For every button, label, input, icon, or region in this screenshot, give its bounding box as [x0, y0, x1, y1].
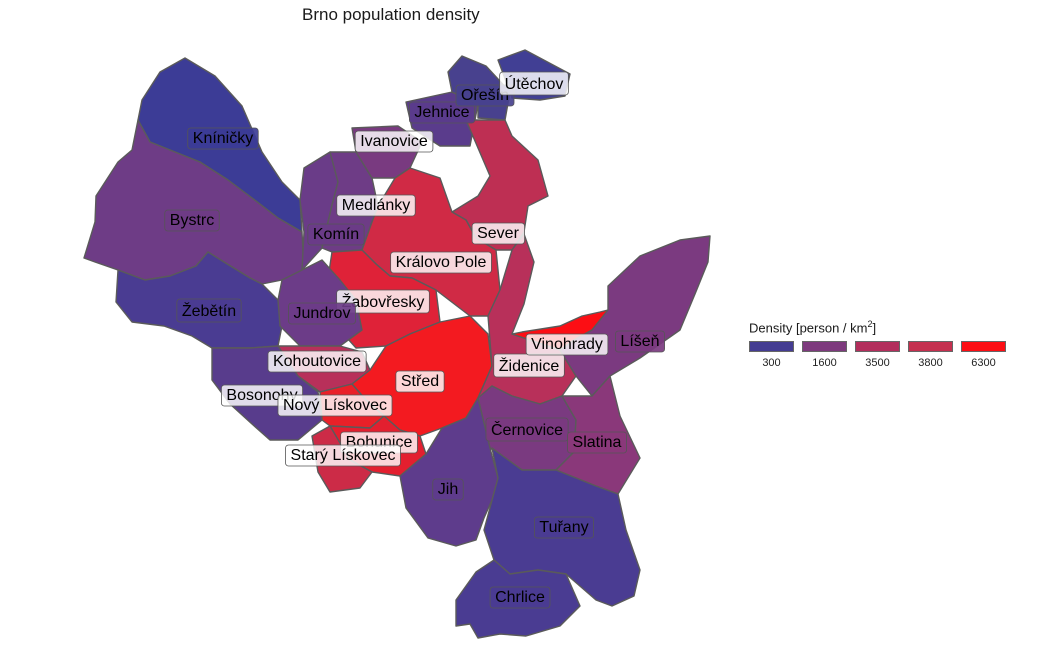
district-label-text: Nový Lískovec: [283, 397, 387, 414]
district-label: Útěchov: [499, 71, 569, 96]
district-label-text: Žabovřesky: [342, 292, 425, 311]
district-label: Bystrc: [164, 209, 220, 232]
district-label-box: [499, 71, 569, 96]
legend-title-prefix: Density [person / km: [749, 320, 868, 336]
district-label-text: Střed: [401, 373, 439, 390]
district-label-box: [525, 333, 609, 356]
district-label-box: [164, 209, 220, 232]
district-label: Černovice: [485, 417, 569, 442]
district-label: Nový Lískovec: [277, 394, 393, 417]
district-label-text: Chrlice: [495, 589, 545, 606]
district-label: Sever: [471, 222, 525, 245]
legend-label: 3800: [918, 357, 943, 370]
district-label-text: Tuřany: [539, 519, 588, 536]
district-label-text: Jundrov: [294, 305, 351, 322]
district-label: Židenice: [493, 353, 565, 378]
district-region: [399, 397, 499, 547]
district-label-text: Kníničky: [193, 130, 253, 147]
district-label-box: [307, 223, 365, 246]
district-label-text: Černovice: [491, 420, 563, 439]
district-label-box: [288, 302, 356, 325]
district-label-text: Líšeň: [620, 333, 659, 350]
district-label: Jundrov: [288, 302, 356, 325]
district-label-box: [395, 370, 445, 393]
district-label-box: [485, 417, 569, 442]
district-label-text: Královo Pole: [396, 254, 487, 271]
district-label-box: [187, 127, 259, 150]
district-label: Tuřany: [533, 516, 595, 539]
district-label: Medlánky: [336, 194, 416, 217]
map-title: Brno population density: [302, 5, 480, 24]
district-label-box: [354, 130, 434, 153]
district-label-text: Jehnice: [414, 104, 469, 121]
district-label-text: Žebětín: [182, 301, 236, 320]
district-label: Střed: [395, 370, 445, 393]
district-label-text: Slatina: [573, 434, 622, 451]
district-label-box: [267, 350, 367, 373]
district-label-box: [336, 289, 430, 314]
legend-items: 300 1600 3500 3800 6300: [749, 341, 1006, 369]
legend-swatch: [855, 341, 900, 353]
legend-item: 3800: [908, 341, 953, 369]
district-label-text: Vinohrady: [531, 336, 603, 353]
district-label-text: Židenice: [499, 356, 560, 375]
legend: Density [person / km2] 300 1600 3500 380…: [749, 319, 1006, 369]
legend-label: 6300: [971, 357, 996, 370]
district-label: Kníničky: [187, 127, 259, 150]
district-label-box: [615, 330, 665, 353]
district-label-box: [176, 298, 242, 323]
district-label: Žebětín: [176, 298, 242, 323]
legend-label: 300: [762, 357, 781, 370]
legend-title-suffix: ]: [872, 320, 877, 336]
legend-title-superscript: 2: [867, 319, 873, 329]
district-label: Starý Lískovec: [285, 444, 401, 467]
district-label-box: [277, 394, 393, 417]
district-labels: Kníničky Bystrc Žebětín Komín Medlánky Ivanov…: [164, 71, 665, 609]
district-label: Slatina: [567, 431, 627, 454]
district-label-box: [285, 444, 401, 467]
legend-swatch: [961, 341, 1006, 353]
district-label-box: [489, 586, 551, 609]
district-label-text: Medlánky: [342, 197, 410, 214]
district-label: Žabovřesky: [336, 289, 430, 314]
district-label-text: Útěchov: [505, 74, 564, 93]
legend-item: 1600: [802, 341, 847, 369]
legend-item: 3500: [855, 341, 900, 369]
district-label: Jehnice: [409, 101, 476, 124]
district-label: Líšeň: [615, 330, 665, 353]
legend-swatch: [749, 341, 794, 353]
legend-swatch: [908, 341, 953, 353]
district-label-box: [336, 194, 416, 217]
district-label: Bosonohy: [221, 384, 303, 407]
district-label: Královo Pole: [390, 251, 492, 274]
district-label: Vinohrady: [525, 333, 609, 356]
district-label-text: Starý Lískovec: [291, 447, 396, 464]
district-label-text: Komín: [313, 226, 359, 243]
district-label-box: [471, 222, 525, 245]
legend-title: Density [person / km2]: [749, 319, 1006, 335]
district-label-box: [409, 101, 476, 124]
district-label-text: Ořešín: [461, 87, 509, 104]
district-label-text: Jih: [438, 481, 458, 498]
district-label-text: Sever: [477, 225, 519, 242]
district-label: Ivanovice: [354, 130, 434, 153]
district-label-text: Bystrc: [170, 212, 214, 229]
district-label: Jih: [432, 478, 464, 501]
district-label: Kohoutovice: [267, 350, 367, 373]
district-label-box: [567, 431, 627, 454]
district-label-box: [432, 478, 464, 501]
legend-item: 300: [749, 341, 794, 369]
legend-item: 6300: [961, 341, 1006, 369]
legend-label: 3500: [865, 357, 890, 370]
district-label-box: [533, 516, 595, 539]
district-label: Chrlice: [489, 586, 551, 609]
legend-swatch: [802, 341, 847, 353]
district-label-text: Ivanovice: [360, 133, 428, 150]
district-label-text: Kohoutovice: [273, 353, 361, 370]
district-label: Komín: [307, 223, 365, 246]
legend-label: 1600: [812, 357, 837, 370]
district-label-box: [390, 251, 492, 274]
